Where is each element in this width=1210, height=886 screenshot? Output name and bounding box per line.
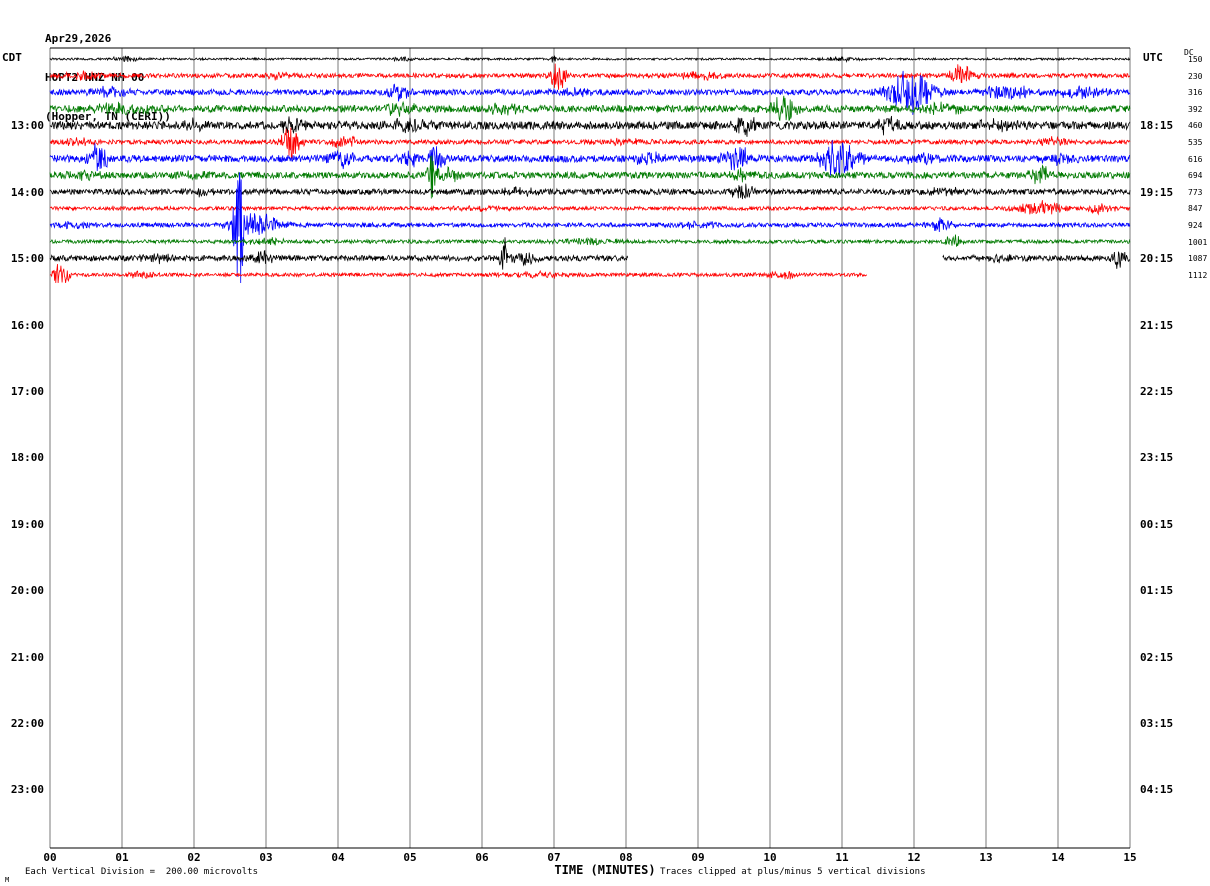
x-tick-label: 10 xyxy=(763,851,777,864)
hour-label-cdt: 14:00 xyxy=(10,185,44,199)
seismo-trace-row-4 xyxy=(49,115,1131,137)
seismo-trace-row-3 xyxy=(49,95,1131,121)
dc-offset-value: 316 xyxy=(1188,88,1203,98)
hour-label-utc: 18:15 xyxy=(1140,119,1174,133)
seismo-trace-row-9 xyxy=(49,200,1131,216)
dc-offset-value: 535 xyxy=(1188,138,1203,147)
dc-offset-value: 616 xyxy=(1188,154,1203,164)
seismo-trace-row-8 xyxy=(49,183,1131,200)
x-tick-label: 11 xyxy=(835,851,849,864)
x-tick-label: 09 xyxy=(691,851,705,864)
x-tick-label: 08 xyxy=(619,851,633,864)
hour-label-utc: 23:15 xyxy=(1140,451,1174,465)
x-tick-label: 03 xyxy=(259,851,273,864)
seismo-trace-row-12 xyxy=(942,251,1131,269)
dc-offset-value: 460 xyxy=(1188,121,1203,131)
hour-label-cdt: 18:00 xyxy=(10,451,44,465)
header-date: Apr29,2026 xyxy=(45,32,112,45)
seismo-trace-row-2 xyxy=(49,70,1131,115)
dc-offset-value: 1087 xyxy=(1188,254,1208,264)
seismo-trace-row-13 xyxy=(49,263,868,284)
header-location: (Hopper, TN (CERI)) xyxy=(45,110,171,123)
left-axis-title: CDT xyxy=(2,51,22,64)
dc-offset-header: DC xyxy=(1184,48,1194,57)
footer-scale-note: Each Vertical Division = 200.00 microvol… xyxy=(25,867,258,877)
hour-label-utc: 02:15 xyxy=(1140,650,1174,664)
seismo-trace-row-12 xyxy=(49,237,629,270)
x-axis-title: TIME (MINUTES) xyxy=(554,863,656,877)
hour-label-utc: 04:15 xyxy=(1140,783,1174,797)
hour-label-cdt: 19:00 xyxy=(10,517,44,531)
hour-label-utc: 22:15 xyxy=(1140,385,1174,398)
seismo-trace-row-11 xyxy=(49,234,1131,247)
x-tick-label: 15 xyxy=(1123,851,1137,864)
right-axis-title: UTC xyxy=(1143,51,1163,64)
dc-offset-value: 1112 xyxy=(1188,270,1208,280)
dc-offset-value: 392 xyxy=(1188,104,1203,114)
hour-label-cdt: 17:00 xyxy=(10,385,44,398)
dc-offset-value: 847 xyxy=(1188,204,1203,214)
hour-label-cdt: 22:00 xyxy=(10,717,44,730)
dc-offset-value: 773 xyxy=(1188,187,1203,197)
seismo-trace-row-1 xyxy=(49,63,1131,90)
dc-offset-value: 150 xyxy=(1188,55,1203,64)
hour-label-utc: 01:15 xyxy=(1140,584,1174,598)
hour-label-cdt: 21:00 xyxy=(10,650,44,664)
hour-label-utc: 19:15 xyxy=(1140,185,1174,199)
hour-label-utc: 00:15 xyxy=(1140,517,1174,531)
hour-label-utc: 03:15 xyxy=(1140,717,1174,730)
dc-offset-value: 924 xyxy=(1188,221,1203,230)
x-tick-label: 13 xyxy=(979,851,993,864)
x-tick-label: 06 xyxy=(475,851,489,864)
dc-offset-value: 1001 xyxy=(1188,237,1208,247)
x-tick-label: 02 xyxy=(187,851,201,864)
hour-label-cdt: 15:00 xyxy=(10,252,44,266)
hour-label-utc: 20:15 xyxy=(1140,252,1174,266)
x-tick-label: 07 xyxy=(547,851,561,864)
x-tick-label: 14 xyxy=(1051,851,1065,864)
plot-header: Apr29,2026 HOPT2 HNZ NM 00 (Hopper, TN (… xyxy=(45,6,171,136)
dc-offset-value: 230 xyxy=(1188,71,1203,81)
hour-label-utc: 21:15 xyxy=(1140,318,1174,332)
seismo-trace-row-7 xyxy=(49,155,1131,199)
hour-label-cdt: 23:00 xyxy=(10,783,44,797)
x-tick-label: 12 xyxy=(907,851,921,864)
dc-offset-value: 694 xyxy=(1188,171,1203,181)
footer-clip-note: Traces clipped at plus/minus 5 vertical … xyxy=(660,867,926,877)
hour-label-cdt: 13:00 xyxy=(10,119,44,133)
hour-label-cdt: 20:00 xyxy=(10,584,44,598)
x-tick-label: 04 xyxy=(331,851,345,864)
seismo-trace-row-6 xyxy=(49,140,1131,178)
seismo-trace-row-0 xyxy=(49,55,1131,63)
seismo-trace-row-5 xyxy=(50,127,1131,160)
x-tick-label: 00 xyxy=(43,851,57,864)
seismo-trace-row-10 xyxy=(49,172,1131,284)
x-tick-label: 01 xyxy=(115,851,129,864)
hour-label-cdt: 16:00 xyxy=(10,318,44,332)
corner-mark: M xyxy=(5,876,10,884)
x-tick-label: 05 xyxy=(403,851,417,864)
